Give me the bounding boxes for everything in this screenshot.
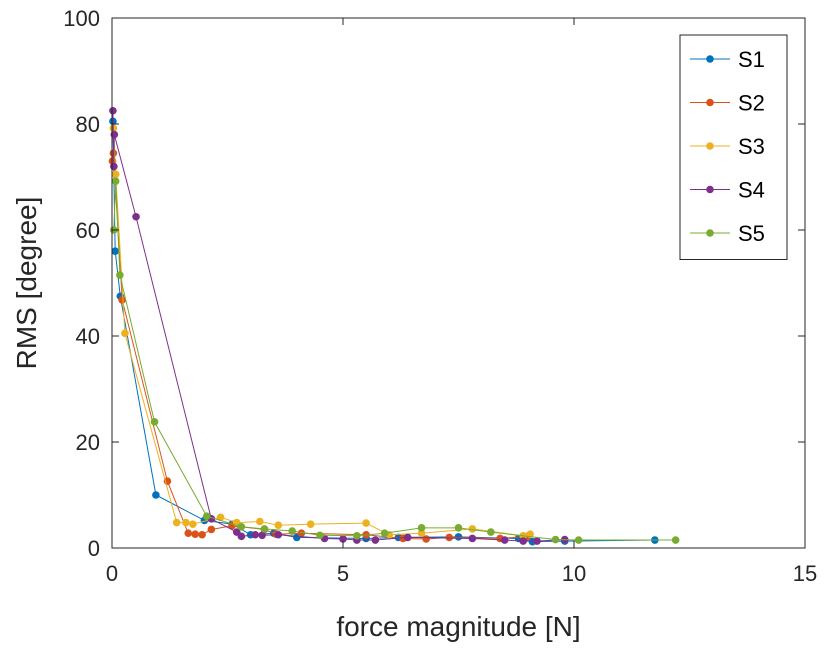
y-tick-label: 60 [76,218,100,243]
legend-label-S5: S5 [738,221,765,246]
axes-box [111,17,806,549]
data-point-S3-13 [417,529,426,537]
data-point-S3-3 [172,518,181,527]
data-point-S4-3 [132,212,140,221]
data-point-S2-7 [207,525,216,534]
y-tick-label: 100 [63,6,100,31]
legend-label-S1: S1 [738,47,765,72]
data-point-S2-4 [184,529,193,537]
data-point-S3-10 [306,520,315,528]
data-point-S4-8 [258,531,266,540]
legend: S1 S2 S3 S4 S5 [679,34,788,260]
series-S3 [109,124,534,540]
y-tick-label: 80 [76,112,100,137]
data-point-S3-8 [256,517,264,526]
series-S5 [110,177,680,544]
data-point-S3-6 [216,513,225,522]
legend-marker-S2 [706,98,714,107]
data-point-S1-11 [454,533,463,541]
data-point-S3-9 [274,521,283,530]
data-point-S1-1 [111,247,120,255]
y-tick-label: 20 [76,430,100,455]
data-point-S4-9 [274,530,283,539]
data-point-S4-15 [468,534,477,543]
data-point-S4-1 [110,162,118,171]
data-point-S1-3 [152,491,160,499]
data-point-S4-16 [500,536,509,544]
legend-label-S2: S2 [738,91,765,116]
data-point-S5-3 [150,418,159,426]
data-point-S4-6 [237,532,246,541]
x-axis-label: force magnitude [N] [336,611,580,642]
data-point-S2-6 [198,530,206,539]
data-point-S2-15 [445,533,454,542]
legend-marker-S5 [706,229,714,237]
data-point-S2-14 [422,535,430,543]
data-point-S5-15 [574,536,583,544]
data-point-S5-12 [454,524,463,532]
data-point-S3-4 [182,518,190,527]
axes-layer: 0 5 10 15 0 20 40 60 80 100 [63,6,817,586]
data-point-S5-10 [380,529,389,537]
legend-label-S4: S4 [738,178,765,203]
x-tick-label: 10 [562,561,586,586]
data-point-S2-2 [118,296,126,304]
data-point-S4-11 [339,535,347,543]
legend-box [679,34,788,260]
data-point-S3-5 [189,520,197,528]
legend-marker-S4 [706,185,714,194]
data-point-S3-11 [362,519,370,527]
data-point-S3-14 [468,525,477,533]
data-point-S4-17 [519,537,527,545]
legend-item-S3: S3 [690,134,765,159]
legend-marker-S1 [706,55,714,63]
x-tick-label: 0 [106,561,118,586]
data-point-S5-6 [260,525,269,533]
data-point-S5-13 [487,528,495,536]
y-axis-label: RMS [degree] [11,197,42,370]
data-point-S5-4 [202,512,211,520]
data-point-S2-5 [191,530,199,539]
data-point-S5-5 [237,523,246,531]
data-point-S4-14 [403,533,412,542]
data-point-S5-8 [316,531,324,540]
legend-item-S4: S4 [690,178,765,203]
data-point-S5-11 [417,524,426,532]
legend-item-S1: S1 [690,47,765,72]
legend-marker-S3 [706,142,714,150]
data-point-S5-16 [671,536,680,544]
legend-item-S5: S5 [690,221,765,246]
data-point-S5-14 [551,535,560,544]
data-point-S4-0 [109,106,117,115]
data-point-S4-7 [251,530,260,539]
data-point-S2-11 [297,529,306,537]
data-point-S5-9 [353,532,361,540]
data-point-S4-18 [533,537,541,545]
y-tick-label: 40 [76,324,100,349]
legend-label-S3: S3 [738,134,765,159]
y-tick-label: 0 [88,536,100,561]
series-line-S4 [112,110,565,542]
data-point-S4-13 [371,536,380,544]
series-layer [108,106,680,546]
x-tick-label: 15 [793,561,817,586]
legend-item-S2: S2 [690,91,765,116]
data-point-S5-1 [111,177,120,186]
data-point-S3-2 [121,329,129,338]
data-point-S3-1 [111,170,120,179]
x-tick-label: 5 [337,561,349,586]
data-point-S5-2 [116,271,124,279]
data-point-S5-7 [288,527,296,535]
